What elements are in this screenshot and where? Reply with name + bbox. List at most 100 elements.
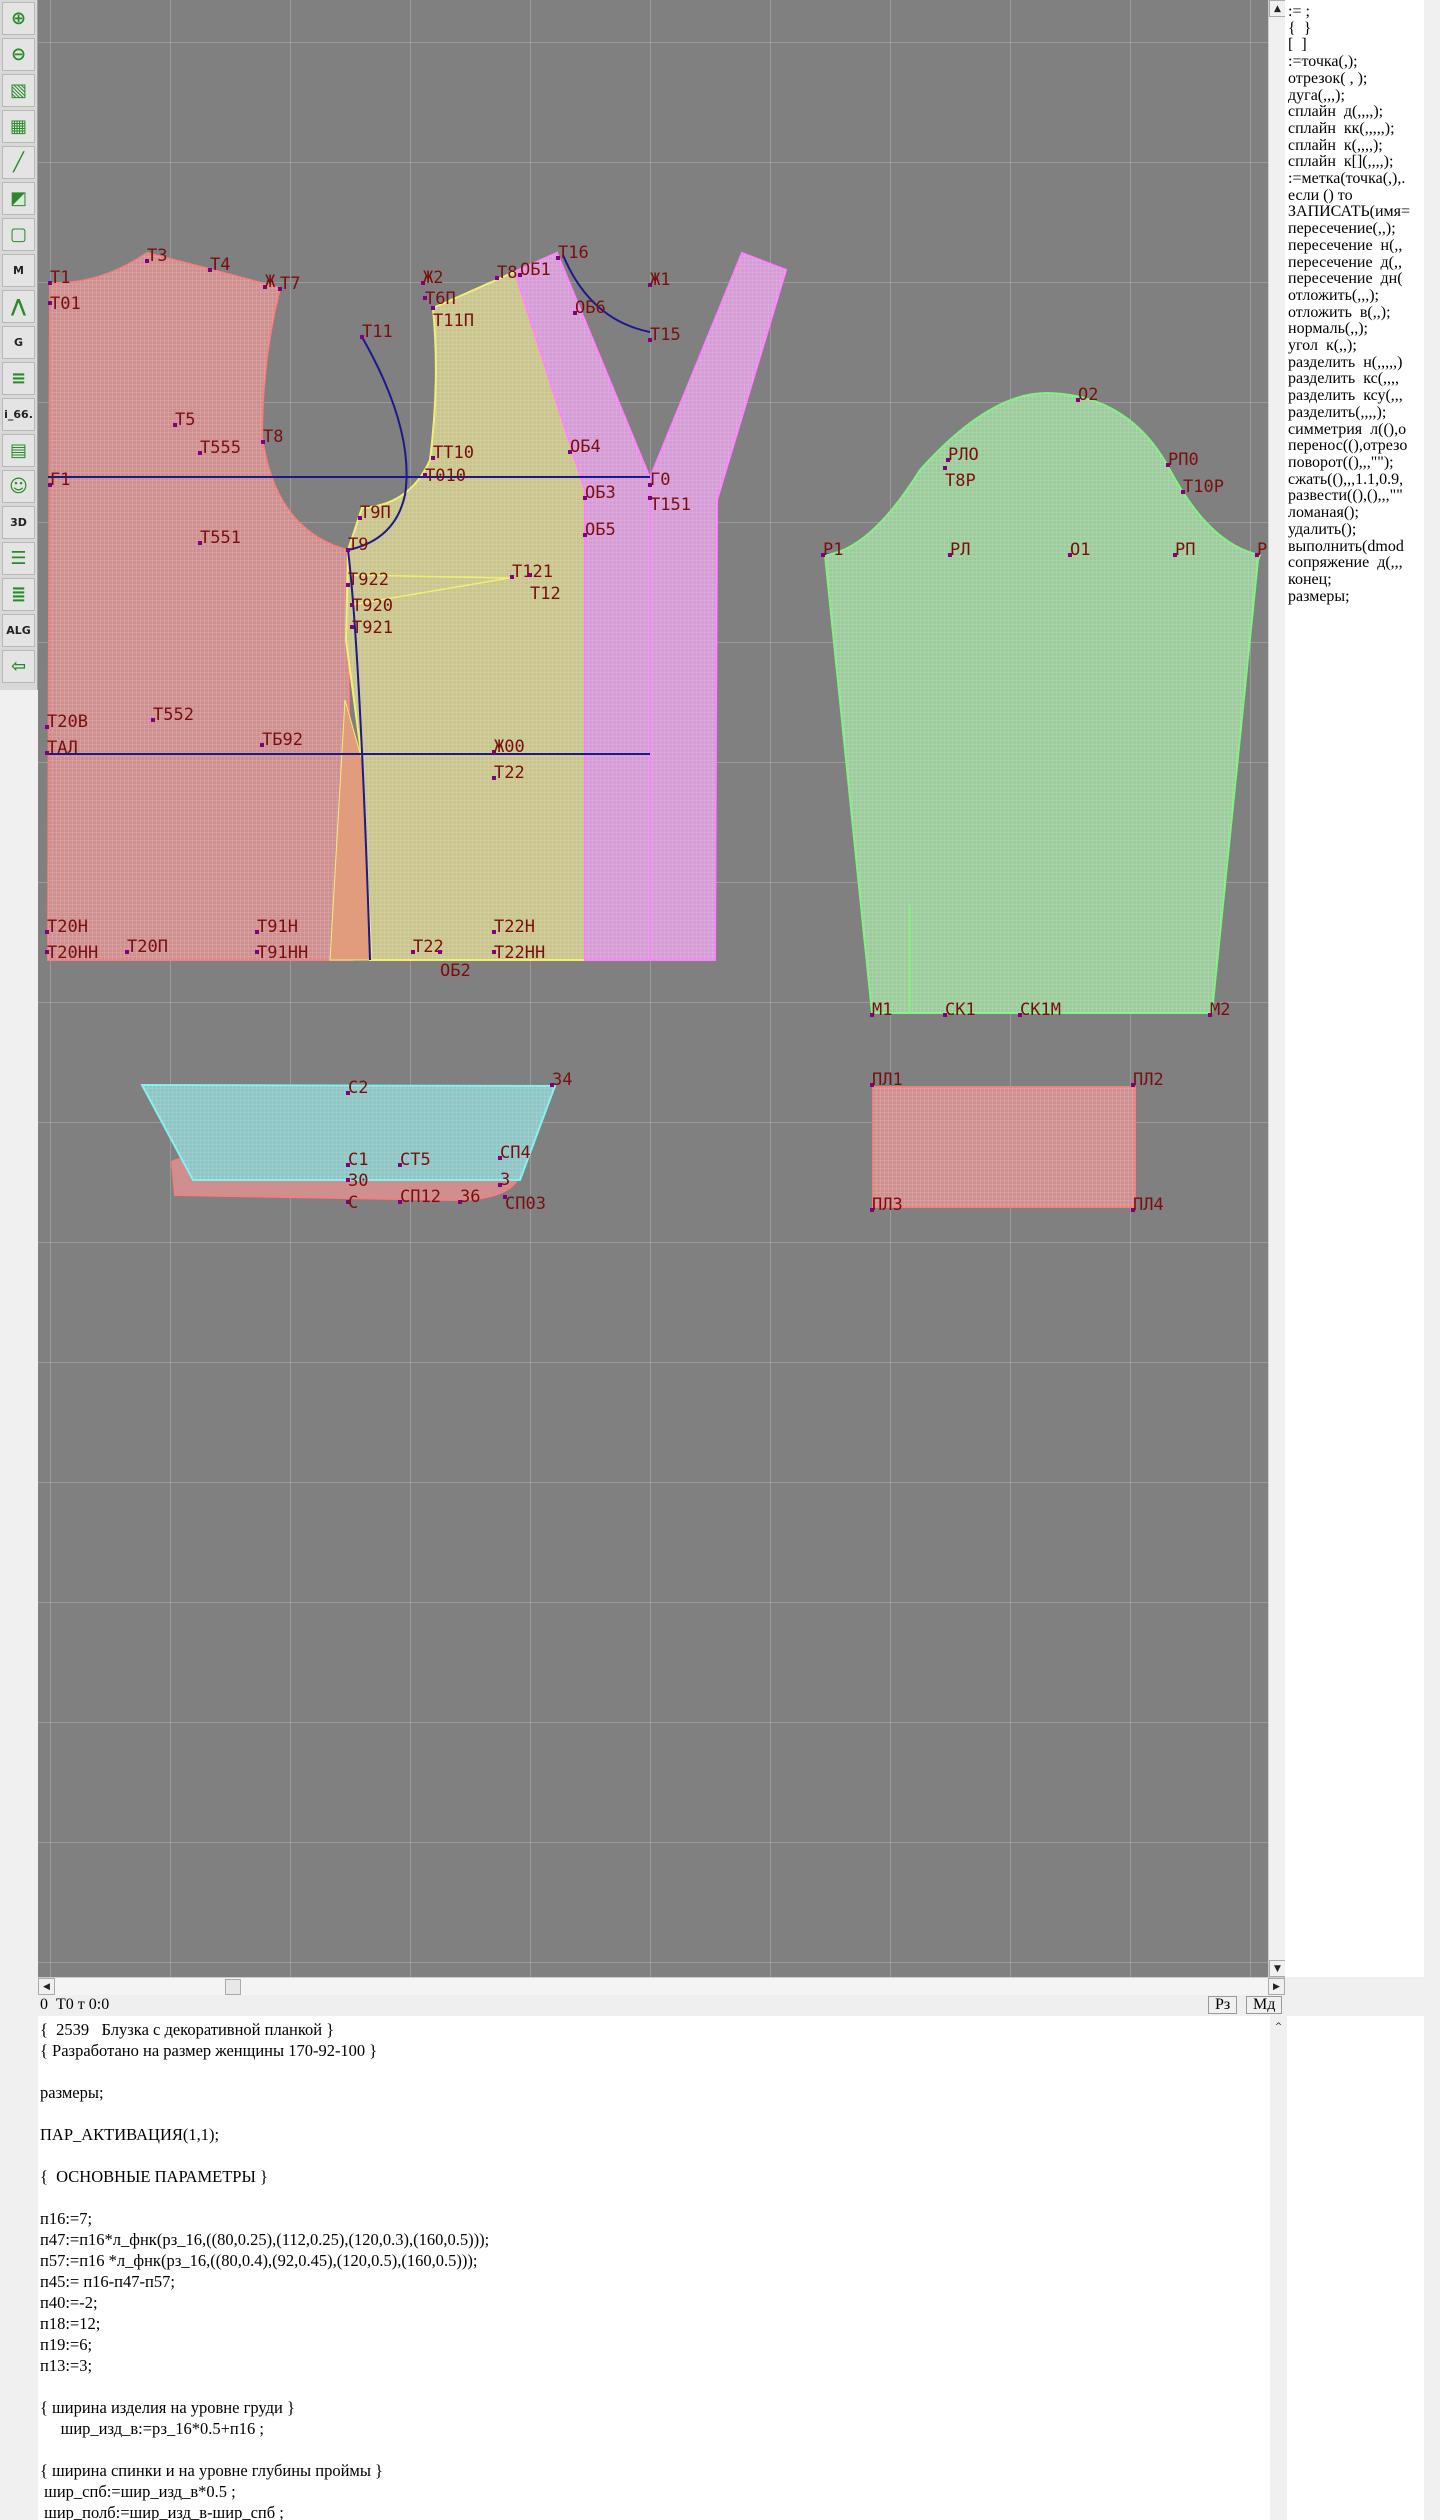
point-marker[interactable]: [648, 338, 652, 342]
scroll-down-icon[interactable]: ▼: [1269, 1960, 1286, 1977]
code-line[interactable]: [40, 2187, 1270, 2208]
point-marker[interactable]: [48, 483, 52, 487]
snippet-item[interactable]: конец;: [1288, 570, 1332, 588]
line-segment-icon[interactable]: ╱: [2, 146, 35, 179]
point-marker[interactable]: [145, 259, 149, 263]
point-marker[interactable]: [498, 1156, 502, 1160]
scroll-up-icon[interactable]: ▲: [1269, 0, 1286, 17]
piece-front[interactable]: [329, 251, 586, 961]
point-marker[interactable]: [358, 516, 362, 520]
point-marker[interactable]: [260, 743, 264, 747]
piece-collar[interactable]: [140, 1083, 557, 1202]
code-line[interactable]: п16:=7;: [40, 2209, 93, 2228]
pattern-canvas[interactable]: Т1 Т01 Т3 Т4 Ж Т7 Т11 Т5 Т8 Т555 Г1 Т551 Т9П Т9 Т922 Т9…: [38, 0, 1268, 1977]
snippet-item[interactable]: нормаль(,,);: [1288, 320, 1368, 338]
snippet-item[interactable]: сплайн к[](,,,,);: [1288, 153, 1394, 171]
code-line[interactable]: п19:=6;: [40, 2335, 93, 2354]
point-marker[interactable]: [1166, 463, 1170, 467]
code-line[interactable]: { ширина спинки и на уровне глубины прой…: [40, 2461, 383, 2480]
point-marker[interactable]: [492, 750, 496, 754]
snippet-item[interactable]: удалить();: [1288, 520, 1357, 538]
model-m-icon[interactable]: M: [2, 254, 35, 287]
snippet-item[interactable]: { }: [1288, 19, 1312, 37]
snippet-item[interactable]: :=точка(,);: [1288, 53, 1358, 71]
snippet-item[interactable]: пересечение дн(: [1288, 270, 1403, 288]
point-marker[interactable]: [423, 296, 427, 300]
point-marker[interactable]: [518, 273, 522, 277]
point-marker[interactable]: [45, 930, 49, 934]
list-icon[interactable]: ☰: [2, 542, 35, 575]
point-marker[interactable]: [1208, 1013, 1212, 1017]
point-marker[interactable]: [1068, 553, 1072, 557]
snippet-item[interactable]: перенос((),отрезо: [1288, 437, 1408, 455]
point-marker[interactable]: [350, 625, 354, 629]
snippet-item[interactable]: сопряжение д(,,,: [1288, 554, 1403, 572]
photo-icon[interactable]: ☺: [2, 470, 35, 503]
snippet-item[interactable]: сжать((),,,1.1,0.9,: [1288, 470, 1404, 488]
point-marker[interactable]: [255, 930, 259, 934]
point-marker[interactable]: [346, 1178, 350, 1182]
snippet-item[interactable]: разделить ксу(,,,: [1288, 387, 1403, 405]
snippet-item[interactable]: сплайн к(,,,,);: [1288, 136, 1383, 154]
snippet-item[interactable]: разделить кс(,,,,: [1288, 370, 1400, 388]
snippet-item[interactable]: размеры;: [1288, 587, 1350, 605]
scroll-thumb[interactable]: [225, 1979, 241, 1995]
point-marker[interactable]: [151, 718, 155, 722]
point-marker[interactable]: [492, 776, 496, 780]
pattern-pieces-icon[interactable]: ▧: [2, 74, 35, 107]
rz-button[interactable]: Рз: [1208, 1996, 1238, 2014]
point-marker[interactable]: [411, 950, 415, 954]
canvas-vertical-scrollbar[interactable]: ▲ ▼: [1268, 0, 1286, 1977]
md-button[interactable]: Мд: [1246, 1996, 1283, 2014]
point-marker[interactable]: [173, 423, 177, 427]
snippet-item[interactable]: сплайн кк(,,,,,);: [1288, 119, 1395, 137]
point-marker[interactable]: [208, 268, 212, 272]
code-line[interactable]: [40, 2439, 1270, 2460]
point-marker[interactable]: [458, 1200, 462, 1204]
point-marker[interactable]: [346, 548, 350, 552]
snippet-item[interactable]: поворот((),,,"");: [1288, 453, 1394, 471]
snippet-item[interactable]: отрезок( , );: [1288, 69, 1368, 87]
zoom-out-icon[interactable]: ⊖: [2, 38, 35, 71]
point-marker[interactable]: [421, 281, 425, 285]
point-marker[interactable]: [821, 553, 825, 557]
point-marker[interactable]: [870, 1208, 874, 1212]
point-marker[interactable]: [1131, 1083, 1135, 1087]
point-marker[interactable]: [261, 440, 265, 444]
point-marker[interactable]: [583, 496, 587, 500]
code-line[interactable]: шир_изд_в:=рз_16*0.5+п16 ;: [40, 2419, 264, 2438]
point-marker[interactable]: [45, 950, 49, 954]
point-marker[interactable]: [573, 311, 577, 315]
point-marker[interactable]: [528, 573, 532, 577]
ruler-icon[interactable]: ≡: [2, 362, 35, 395]
variable-icon[interactable]: i_66.: [2, 398, 35, 431]
snippet-item[interactable]: дуга(,,,);: [1288, 86, 1345, 104]
snippet-item[interactable]: сплайн д(,,,,);: [1288, 103, 1384, 121]
pattern-drawing[interactable]: Т1 Т01 Т3 Т4 Ж Т7 Т11 Т5 Т8 Т555 Г1 Т551 Т9П Т9 Т922 Т9…: [38, 0, 1268, 1977]
snippet-item[interactable]: выполнить(dmod: [1288, 537, 1404, 555]
code-line[interactable]: шир_полб:=шир_изд_в-шир_спб ;: [40, 2503, 284, 2520]
point-marker[interactable]: [48, 301, 52, 305]
point-marker[interactable]: [398, 1200, 402, 1204]
point-marker[interactable]: [346, 1163, 350, 1167]
snippet-item[interactable]: := ;: [1288, 3, 1310, 20]
point-marker[interactable]: [943, 1013, 947, 1017]
point-marker[interactable]: [870, 1083, 874, 1087]
outline-icon[interactable]: ▢: [2, 218, 35, 251]
snippet-item[interactable]: если () то: [1288, 186, 1353, 204]
scroll-right-icon[interactable]: ▶: [1268, 1978, 1285, 1995]
point-marker[interactable]: [550, 1083, 554, 1087]
point-marker[interactable]: [350, 603, 354, 607]
code-line[interactable]: { ширина изделия на уровне груди }: [40, 2398, 295, 2417]
point-marker[interactable]: [48, 281, 52, 285]
piece-back[interactable]: [46, 251, 354, 961]
scroll-up-icon[interactable]: ^: [1270, 2018, 1287, 2035]
point-marker[interactable]: [360, 335, 364, 339]
canvas-horizontal-scrollbar[interactable]: ◀ ▶: [38, 1977, 1285, 1995]
point-marker[interactable]: [870, 1013, 874, 1017]
code-vertical-scrollbar[interactable]: ^: [1270, 2016, 1287, 2520]
3d-icon[interactable]: 3D: [2, 506, 35, 539]
point-marker[interactable]: [648, 283, 652, 287]
scroll-left-icon[interactable]: ◀: [38, 1978, 55, 1995]
point-marker[interactable]: [198, 451, 202, 455]
